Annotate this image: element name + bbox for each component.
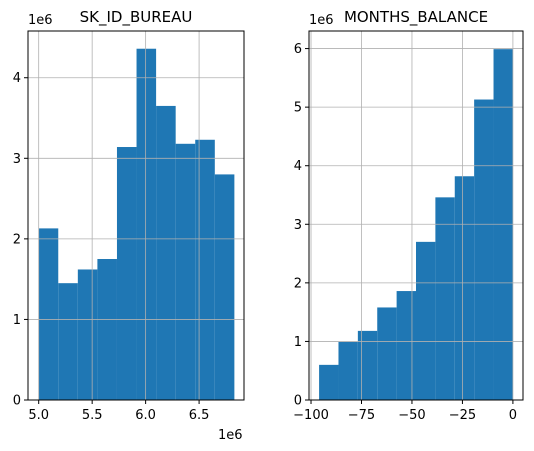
- histogram-bar: [319, 364, 339, 400]
- x-tick-label: 6.0: [135, 408, 156, 423]
- histogram-panel-sk-id-bureau: SK_ID_BUREAU 1e6 1e6 5.0 5.5 6.0 6.5 0 1 2 3 4: [13, 8, 245, 443]
- x-offset-label: 1e6: [218, 428, 243, 443]
- histogram-bar: [396, 291, 416, 400]
- y-tick-label: 5: [294, 101, 302, 116]
- x-tick-label: −75: [348, 408, 375, 423]
- x-ticks: −100 −75 −50 −25 0: [293, 400, 517, 423]
- x-tick-label: −100: [293, 408, 329, 423]
- y-tick-label: 1: [13, 313, 21, 328]
- y-tick-label: 0: [13, 394, 21, 409]
- histogram-bar: [338, 342, 358, 400]
- histogram-bar: [77, 269, 98, 400]
- y-ticks: 0 1 2 3 4 5 6: [294, 42, 309, 409]
- bars: [38, 48, 235, 401]
- histogram-bar: [156, 105, 176, 400]
- histogram-bar: [195, 139, 215, 401]
- bars: [319, 49, 513, 401]
- histogram-bar: [357, 330, 378, 400]
- histogram-bar: [416, 241, 436, 400]
- histogram-bar: [454, 176, 475, 400]
- histogram-bar: [136, 48, 157, 401]
- histogram-bar: [175, 143, 196, 401]
- y-offset-label: 1e6: [28, 13, 53, 28]
- x-ticks: 5.0 5.5 6.0 6.5: [28, 400, 209, 423]
- chart-title: MONTHS_BALANCE: [344, 8, 488, 27]
- y-tick-label: 1: [294, 335, 302, 350]
- x-tick-label: 0: [509, 408, 517, 423]
- histogram-bar: [116, 147, 137, 400]
- y-tick-label: 2: [294, 276, 302, 291]
- chart-title: SK_ID_BUREAU: [80, 8, 193, 27]
- x-tick-label: −25: [449, 408, 476, 423]
- histogram-bar: [377, 307, 397, 400]
- y-tick-label: 4: [13, 71, 21, 86]
- y-tick-label: 2: [13, 232, 21, 247]
- y-tick-label: 6: [294, 42, 302, 57]
- y-tick-label: 0: [294, 394, 302, 409]
- x-tick-label: 5.0: [28, 408, 49, 423]
- x-tick-label: 5.5: [82, 408, 103, 423]
- x-tick-label: −50: [398, 408, 425, 423]
- x-tick-label: 6.5: [189, 408, 210, 423]
- histogram-bar: [435, 197, 455, 400]
- histogram-bar: [58, 283, 78, 400]
- y-offset-label: 1e6: [309, 13, 334, 28]
- y-ticks: 0 1 2 3 4: [13, 71, 28, 409]
- y-tick-label: 3: [294, 218, 302, 233]
- histogram-bar: [38, 228, 59, 400]
- y-tick-label: 3: [13, 152, 21, 167]
- histogram-bar: [474, 99, 494, 401]
- histogram-bar: [214, 174, 235, 400]
- histogram-bar: [97, 259, 117, 400]
- grid: [309, 31, 523, 401]
- y-tick-label: 4: [294, 159, 302, 174]
- axes-frame: [308, 30, 524, 401]
- axes-frame: [27, 30, 245, 401]
- histogram-panel-months-balance: MONTHS_BALANCE 1e6 −100 −75 −50 −25 0 0 1 2 3 4 5…: [293, 8, 524, 423]
